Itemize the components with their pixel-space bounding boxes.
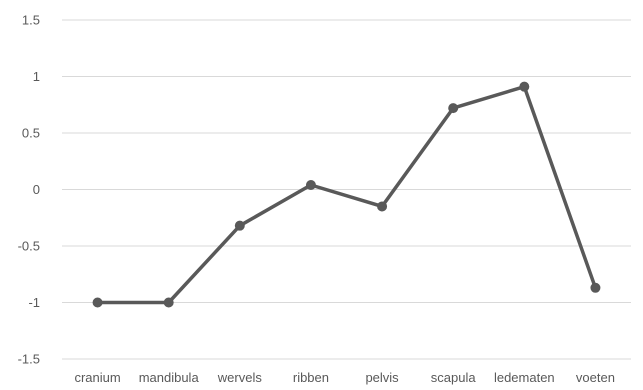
- y-axis: -1.5 -1 -0.5 0 0.5 1 1.5: [18, 13, 40, 367]
- x-tick-label: wervels: [217, 370, 263, 385]
- data-point: [234, 220, 245, 231]
- x-tick-label: ribben: [293, 370, 329, 385]
- y-tick-label: -1.5: [18, 352, 40, 367]
- y-tick-label: 1: [33, 69, 40, 84]
- y-tick-label: 0: [33, 182, 40, 197]
- x-tick-label: voeten: [576, 370, 615, 385]
- series-group: [92, 81, 601, 308]
- x-tick-label: ledematen: [494, 370, 555, 385]
- y-tick-label: 0.5: [22, 126, 40, 141]
- data-point: [590, 282, 601, 293]
- y-tick-label: -0.5: [18, 239, 40, 254]
- data-point: [519, 81, 530, 92]
- data-point: [305, 179, 316, 190]
- series-line: [95, 84, 598, 305]
- x-tick-label: mandibula: [139, 370, 200, 385]
- x-tick-label: pelvis: [365, 370, 399, 385]
- x-axis: cranium mandibula wervels ribben pelvis scapu…: [74, 370, 615, 385]
- gridlines: [62, 19, 631, 360]
- data-point: [448, 103, 459, 114]
- x-tick-label: cranium: [74, 370, 120, 385]
- y-tick-label: 1.5: [22, 13, 40, 28]
- data-point: [163, 297, 174, 308]
- data-point: [92, 297, 103, 308]
- data-point: [377, 201, 388, 212]
- y-tick-label: -1: [28, 295, 40, 310]
- x-tick-label: scapula: [431, 370, 477, 385]
